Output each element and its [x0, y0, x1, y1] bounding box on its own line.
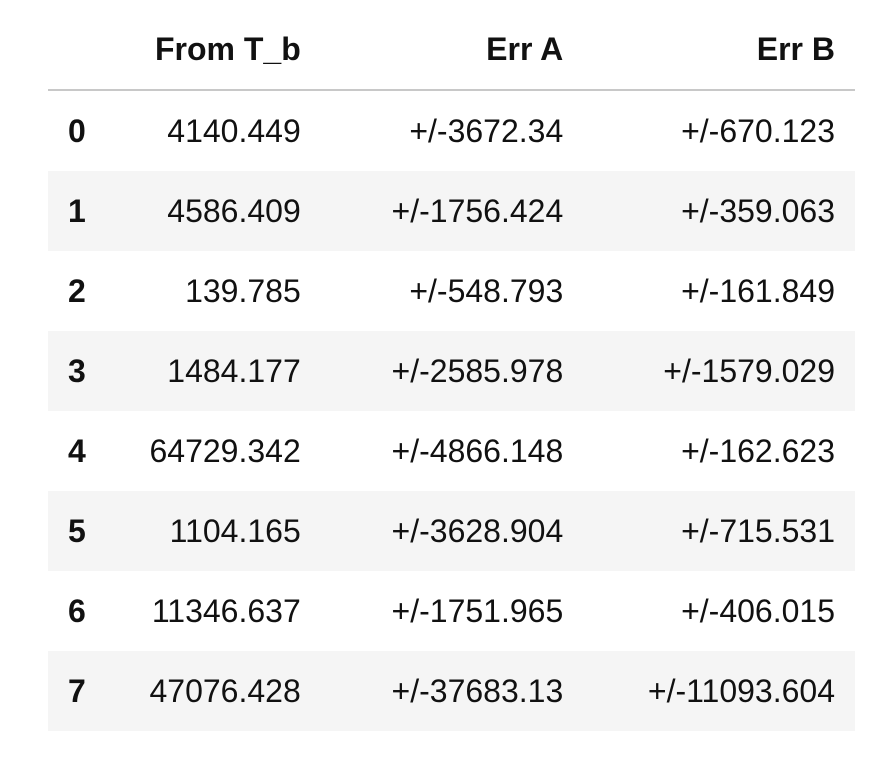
cell-from-tb: 1484.177: [167, 352, 301, 389]
table-row: 4 64729.342 +/-4866.148 +/-162.623: [48, 411, 855, 491]
column-header-from-tb: From T_b: [127, 10, 321, 91]
cell-err-a: +/-37683.13: [391, 672, 564, 709]
cell-from-tb: 4586.409: [167, 192, 301, 229]
cell-from-tb: 64729.342: [149, 432, 301, 469]
cell-err-b: +/-1579.029: [663, 352, 835, 389]
cell-err-b: +/-161.849: [681, 272, 835, 309]
column-header-err-a: Err A: [320, 10, 584, 91]
cell-from-tb: 139.785: [185, 272, 301, 309]
header-row: From T_b Err A Err B: [48, 10, 855, 91]
table-header: From T_b Err A Err B: [48, 10, 855, 91]
cell-err-a: +/-548.793: [409, 272, 564, 309]
row-index: 7: [68, 672, 86, 709]
row-index: 4: [68, 432, 86, 469]
index-header: [48, 10, 128, 91]
table-body: 0 4140.449 +/-3672.34 +/-670.123 1 4586.…: [48, 90, 855, 731]
row-index: 6: [68, 592, 86, 629]
cell-from-tb: 4140.449: [167, 112, 301, 149]
cell-from-tb: 11346.637: [151, 592, 301, 629]
cell-err-a: +/-4866.148: [391, 432, 564, 469]
row-index: 2: [68, 272, 86, 309]
cell-err-b: +/-162.623: [681, 432, 835, 469]
cell-err-b: +/-670.123: [681, 112, 835, 149]
table-row: 1 4586.409 +/-1756.424 +/-359.063: [48, 171, 855, 251]
cell-from-tb: 47076.428: [149, 672, 301, 709]
table-row: 3 1484.177 +/-2585.978 +/-1579.029: [48, 331, 855, 411]
data-table: From T_b Err A Err B 0 4140.449 +/-3672.…: [48, 10, 855, 731]
column-header-err-b: Err B: [583, 10, 855, 91]
table-row: 5 1104.165 +/-3628.904 +/-715.531: [48, 491, 855, 571]
table-row: 7 47076.428 +/-37683.13 +/-11093.604: [48, 651, 855, 731]
cell-err-b: +/-11093.604: [647, 672, 835, 709]
cell-err-a: +/-2585.978: [391, 352, 564, 389]
cell-err-a: +/-1751.965: [391, 592, 564, 629]
cell-err-b: +/-406.015: [681, 592, 835, 629]
table-row: 2 139.785 +/-548.793 +/-161.849: [48, 251, 855, 331]
cell-err-a: +/-3672.34: [409, 112, 564, 149]
table-row: 0 4140.449 +/-3672.34 +/-670.123: [48, 90, 855, 171]
row-index: 0: [68, 112, 86, 149]
table-row: 6 11346.637 +/-1751.965 +/-406.015: [48, 571, 855, 651]
cell-err-b: +/-359.063: [681, 192, 835, 229]
row-index: 5: [68, 512, 86, 549]
cell-from-tb: 1104.165: [169, 512, 301, 549]
cell-err-b: +/-715.531: [681, 512, 835, 549]
row-index: 1: [68, 192, 86, 229]
row-index: 3: [68, 352, 86, 389]
dataframe-output: From T_b Err A Err B 0 4140.449 +/-3672.…: [48, 10, 855, 731]
cell-err-a: +/-3628.904: [391, 512, 564, 549]
cell-err-a: +/-1756.424: [391, 192, 564, 229]
